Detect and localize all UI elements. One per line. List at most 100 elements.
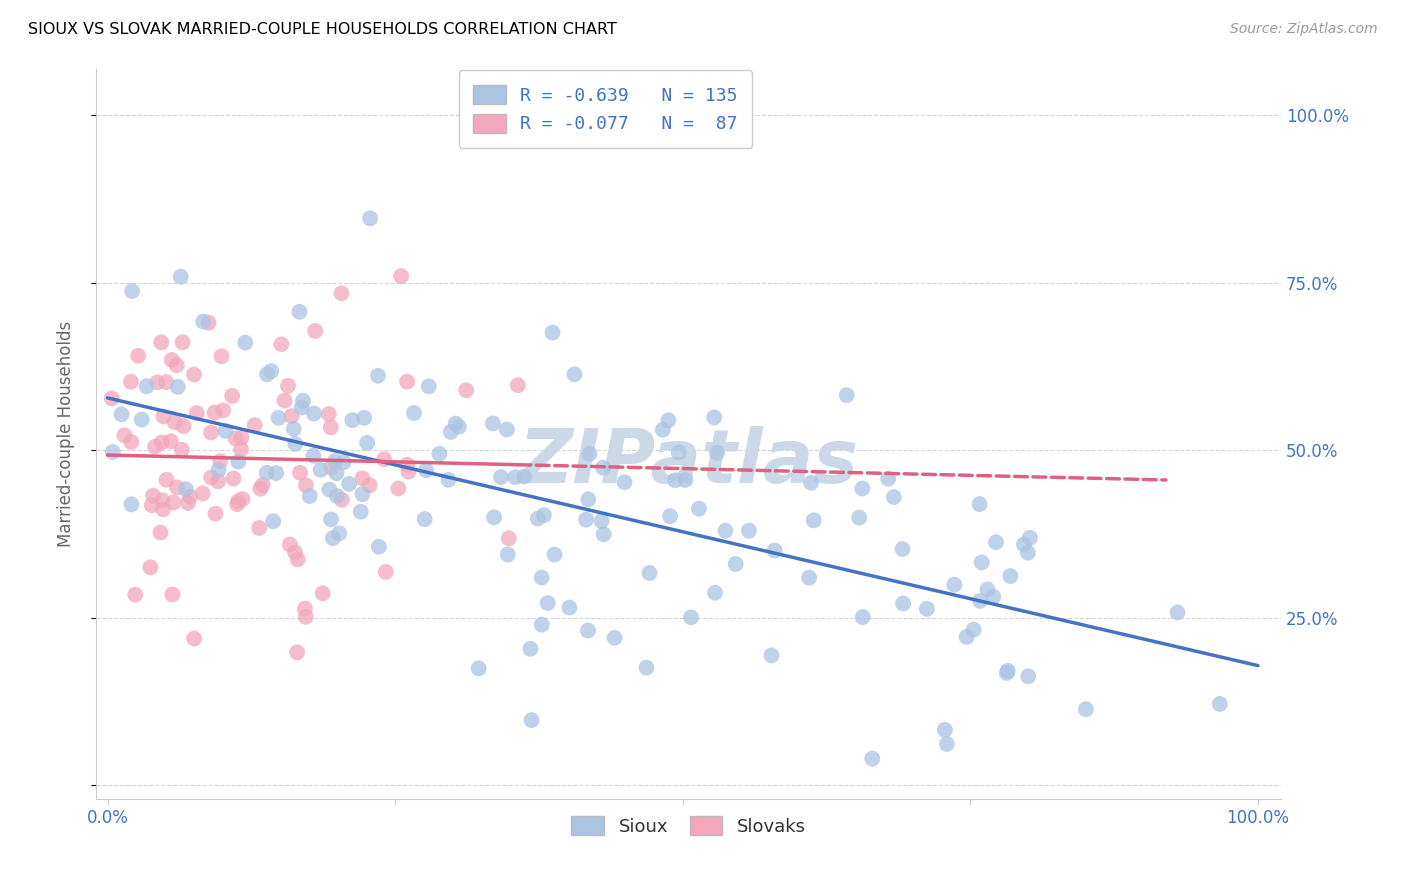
- Point: [287, 552, 309, 566]
- Point: [1209, 697, 1232, 711]
- Point: [101, 445, 124, 459]
- Point: [575, 513, 598, 527]
- Point: [1017, 546, 1039, 560]
- Point: [576, 492, 599, 507]
- Point: [883, 490, 905, 504]
- Point: [172, 335, 194, 350]
- Point: [214, 424, 236, 438]
- Point: [177, 496, 200, 510]
- Point: [131, 412, 153, 426]
- Point: [592, 460, 614, 475]
- Point: [467, 661, 489, 675]
- Point: [496, 548, 519, 562]
- Point: [226, 494, 249, 508]
- Point: [437, 473, 460, 487]
- Point: [943, 577, 966, 591]
- Point: [225, 432, 247, 446]
- Point: [673, 473, 696, 487]
- Point: [186, 406, 208, 420]
- Point: [1074, 702, 1097, 716]
- Point: [280, 409, 302, 424]
- Point: [155, 375, 177, 389]
- Point: [444, 417, 467, 431]
- Point: [262, 514, 284, 528]
- Point: [330, 492, 353, 507]
- Point: [638, 566, 661, 580]
- Point: [284, 545, 307, 559]
- Point: [353, 410, 375, 425]
- Point: [763, 543, 786, 558]
- Point: [1000, 569, 1022, 583]
- Point: [1019, 531, 1042, 545]
- Point: [152, 502, 174, 516]
- Point: [530, 617, 553, 632]
- Point: [503, 470, 526, 484]
- Point: [415, 463, 437, 477]
- Point: [398, 465, 420, 479]
- Point: [211, 349, 233, 363]
- Point: [447, 420, 470, 434]
- Point: [704, 585, 727, 599]
- Point: [318, 407, 340, 421]
- Point: [312, 586, 335, 600]
- Point: [519, 641, 541, 656]
- Point: [162, 495, 184, 509]
- Point: [267, 411, 290, 425]
- Point: [724, 557, 747, 571]
- Point: [191, 486, 214, 500]
- Point: [934, 723, 956, 737]
- Point: [135, 379, 157, 393]
- Point: [330, 286, 353, 301]
- Point: [367, 368, 389, 383]
- Point: [212, 403, 235, 417]
- Point: [100, 392, 122, 406]
- Point: [150, 435, 173, 450]
- Point: [208, 463, 231, 477]
- Point: [283, 422, 305, 436]
- Point: [681, 610, 703, 624]
- Point: [498, 532, 520, 546]
- Point: [1012, 537, 1035, 551]
- Point: [337, 477, 360, 491]
- Point: [163, 415, 186, 429]
- Point: [342, 413, 364, 427]
- Point: [319, 420, 342, 434]
- Y-axis label: Married-couple Households: Married-couple Households: [58, 320, 75, 547]
- Point: [232, 492, 254, 507]
- Point: [221, 389, 243, 403]
- Point: [231, 431, 253, 445]
- Point: [352, 471, 374, 485]
- Point: [413, 512, 436, 526]
- Point: [295, 478, 318, 492]
- Point: [309, 463, 332, 477]
- Point: [249, 482, 271, 496]
- Point: [264, 466, 287, 480]
- Point: [284, 437, 307, 451]
- Point: [166, 380, 188, 394]
- Point: [527, 511, 550, 525]
- Point: [703, 410, 725, 425]
- Point: [226, 497, 249, 511]
- Point: [915, 602, 938, 616]
- Point: [127, 349, 149, 363]
- Point: [146, 376, 169, 390]
- Point: [179, 490, 201, 504]
- Point: [997, 664, 1019, 678]
- Point: [155, 473, 177, 487]
- Point: [183, 632, 205, 646]
- Point: [489, 470, 512, 484]
- Point: [149, 525, 172, 540]
- Point: [247, 521, 270, 535]
- Point: [143, 440, 166, 454]
- Point: [243, 418, 266, 433]
- Point: [851, 482, 873, 496]
- Point: [495, 423, 517, 437]
- Point: [294, 601, 316, 615]
- Point: [322, 531, 344, 545]
- Point: [800, 475, 823, 490]
- Point: [323, 454, 346, 468]
- Point: [429, 447, 451, 461]
- Point: [200, 425, 222, 440]
- Point: [302, 449, 325, 463]
- Point: [166, 480, 188, 494]
